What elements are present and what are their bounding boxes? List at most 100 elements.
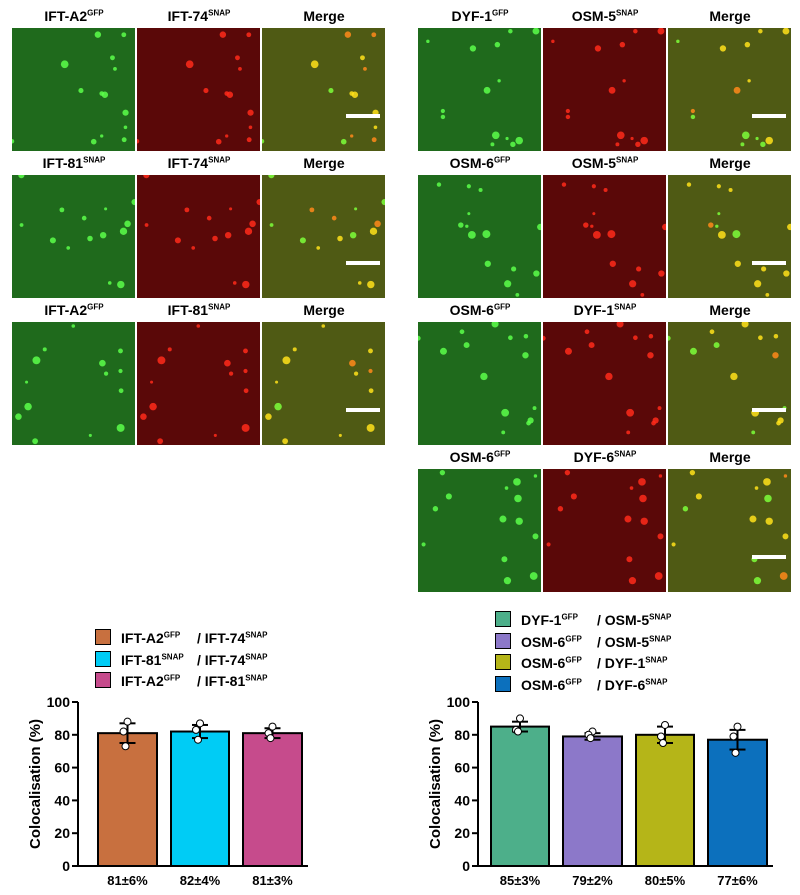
protein-name: Merge [709,155,751,171]
fluorescent-spot [321,324,326,328]
fluorescent-spot [381,198,385,206]
fluorescent-spot [113,66,117,71]
protein-name: OSM-6 [449,302,494,318]
fluorescent-spot [708,222,714,228]
fluorescent-spot [783,474,788,478]
panel-label: OSM-6GFP [418,155,542,171]
fluorescent-spot [32,438,39,445]
fluorescent-spot [533,474,538,478]
bar [490,725,550,867]
fluorescent-spot [71,324,76,328]
y-tick-label: 60 [54,760,70,776]
fluorescent-spot [570,493,577,500]
fluorescent-spot [607,230,616,239]
fluorescent-spot [478,188,483,193]
protein-name: DYF-6 [573,449,615,465]
protein-name: IFT-74 [167,8,209,24]
fluorescent-spot [776,420,781,426]
fluorescent-spot [654,572,663,580]
legend-text: IFT-A2 [121,630,164,646]
red-channel-image [543,175,666,298]
fluorescent-spot [432,506,439,512]
fluorescent-spot [760,141,766,148]
data-point [119,727,128,736]
fluorescent-spot [368,368,373,374]
fluorescent-spot [758,335,763,341]
bar [707,738,768,867]
fluorescent-spot [751,430,756,435]
fluorescent-spot [426,39,430,44]
fluorescent-spot [628,577,637,585]
fluorescent-spot [633,28,638,34]
fluorescent-spot [483,86,491,94]
fluorescent-spot [242,280,250,289]
fluorescent-spot [561,182,567,187]
fluorescent-spot [689,469,696,476]
fluorescent-spot [508,335,513,341]
y-tick-label: 20 [454,825,470,841]
fluorescent-spot [514,494,522,503]
fluorescent-spot [526,420,531,426]
fluorescent-spot [78,88,84,94]
green-channel-image [418,28,541,151]
fluorescent-spot [532,406,537,411]
y-tick-label: 100 [47,695,71,710]
fluorescent-spot [262,139,265,144]
category-label: 77±6% [717,873,758,888]
fluorescent-spot [103,371,109,376]
legend-sup: GFP [163,673,181,683]
fluorescent-spot [349,231,357,239]
fluorescent-spot [256,198,260,206]
fluorescent-spot [439,469,446,476]
fluorescent-spot [224,231,232,239]
fluorescent-spot [107,281,112,285]
legend-sup: GFP [565,676,582,686]
data-point [194,735,202,744]
fluorescent-spot [603,188,608,193]
fluorescent-spot [269,223,274,227]
fluorescent-spot [686,182,692,187]
fluorescent-spot [243,388,249,394]
legend-text: OSM-6 [521,633,566,650]
fluorescent-spot [758,28,763,34]
bar [635,733,695,867]
legend-sup: GFP [565,633,582,643]
fluorescent-spot [640,292,645,297]
fluorescent-spot [754,486,759,490]
fluorescent-spot [730,372,738,381]
fluorescent-spot [695,493,702,500]
fluorescent-spot [371,32,377,38]
fluorescent-spot [249,220,256,228]
fluorescent-spot [467,231,476,239]
fluorescent-spot [636,266,642,272]
tag-label: SNAP [83,155,106,165]
legend-entry: IFT-81SNAP / IFT-74SNAP [95,650,267,668]
fluorescent-spot [592,231,601,239]
protein-name: Merge [709,302,751,318]
fluorescent-spot [629,280,637,288]
fluorescent-spot [734,260,741,267]
fluorescent-spot [42,347,47,352]
fluorescent-spot [24,402,32,411]
legend-sup: SNAP [245,630,268,640]
fluorescent-spot [328,88,334,94]
fluorescent-spot [515,136,523,145]
legend-entry: DYF-1GFP / OSM-5SNAP [495,611,671,628]
fluorescent-spot [81,215,87,221]
fluorescent-spot [728,188,733,193]
fluorescent-spot [282,438,289,445]
fluorescent-spot [761,266,767,272]
fluorescent-spot [765,292,770,297]
fluorescent-spot [275,380,279,384]
fluorescent-spot [633,335,638,341]
y-tick-label: 20 [54,825,70,841]
data-point [266,734,275,743]
fluorescent-spot [551,39,555,44]
data-point [661,720,669,729]
fluorescent-spot [149,402,157,411]
fluorescent-spot [350,134,354,138]
fluorescent-spot [122,109,129,116]
fluorescent-spot [118,348,123,354]
y-axis-label: Colocalisation (%) [427,719,444,849]
data-point [192,725,200,734]
